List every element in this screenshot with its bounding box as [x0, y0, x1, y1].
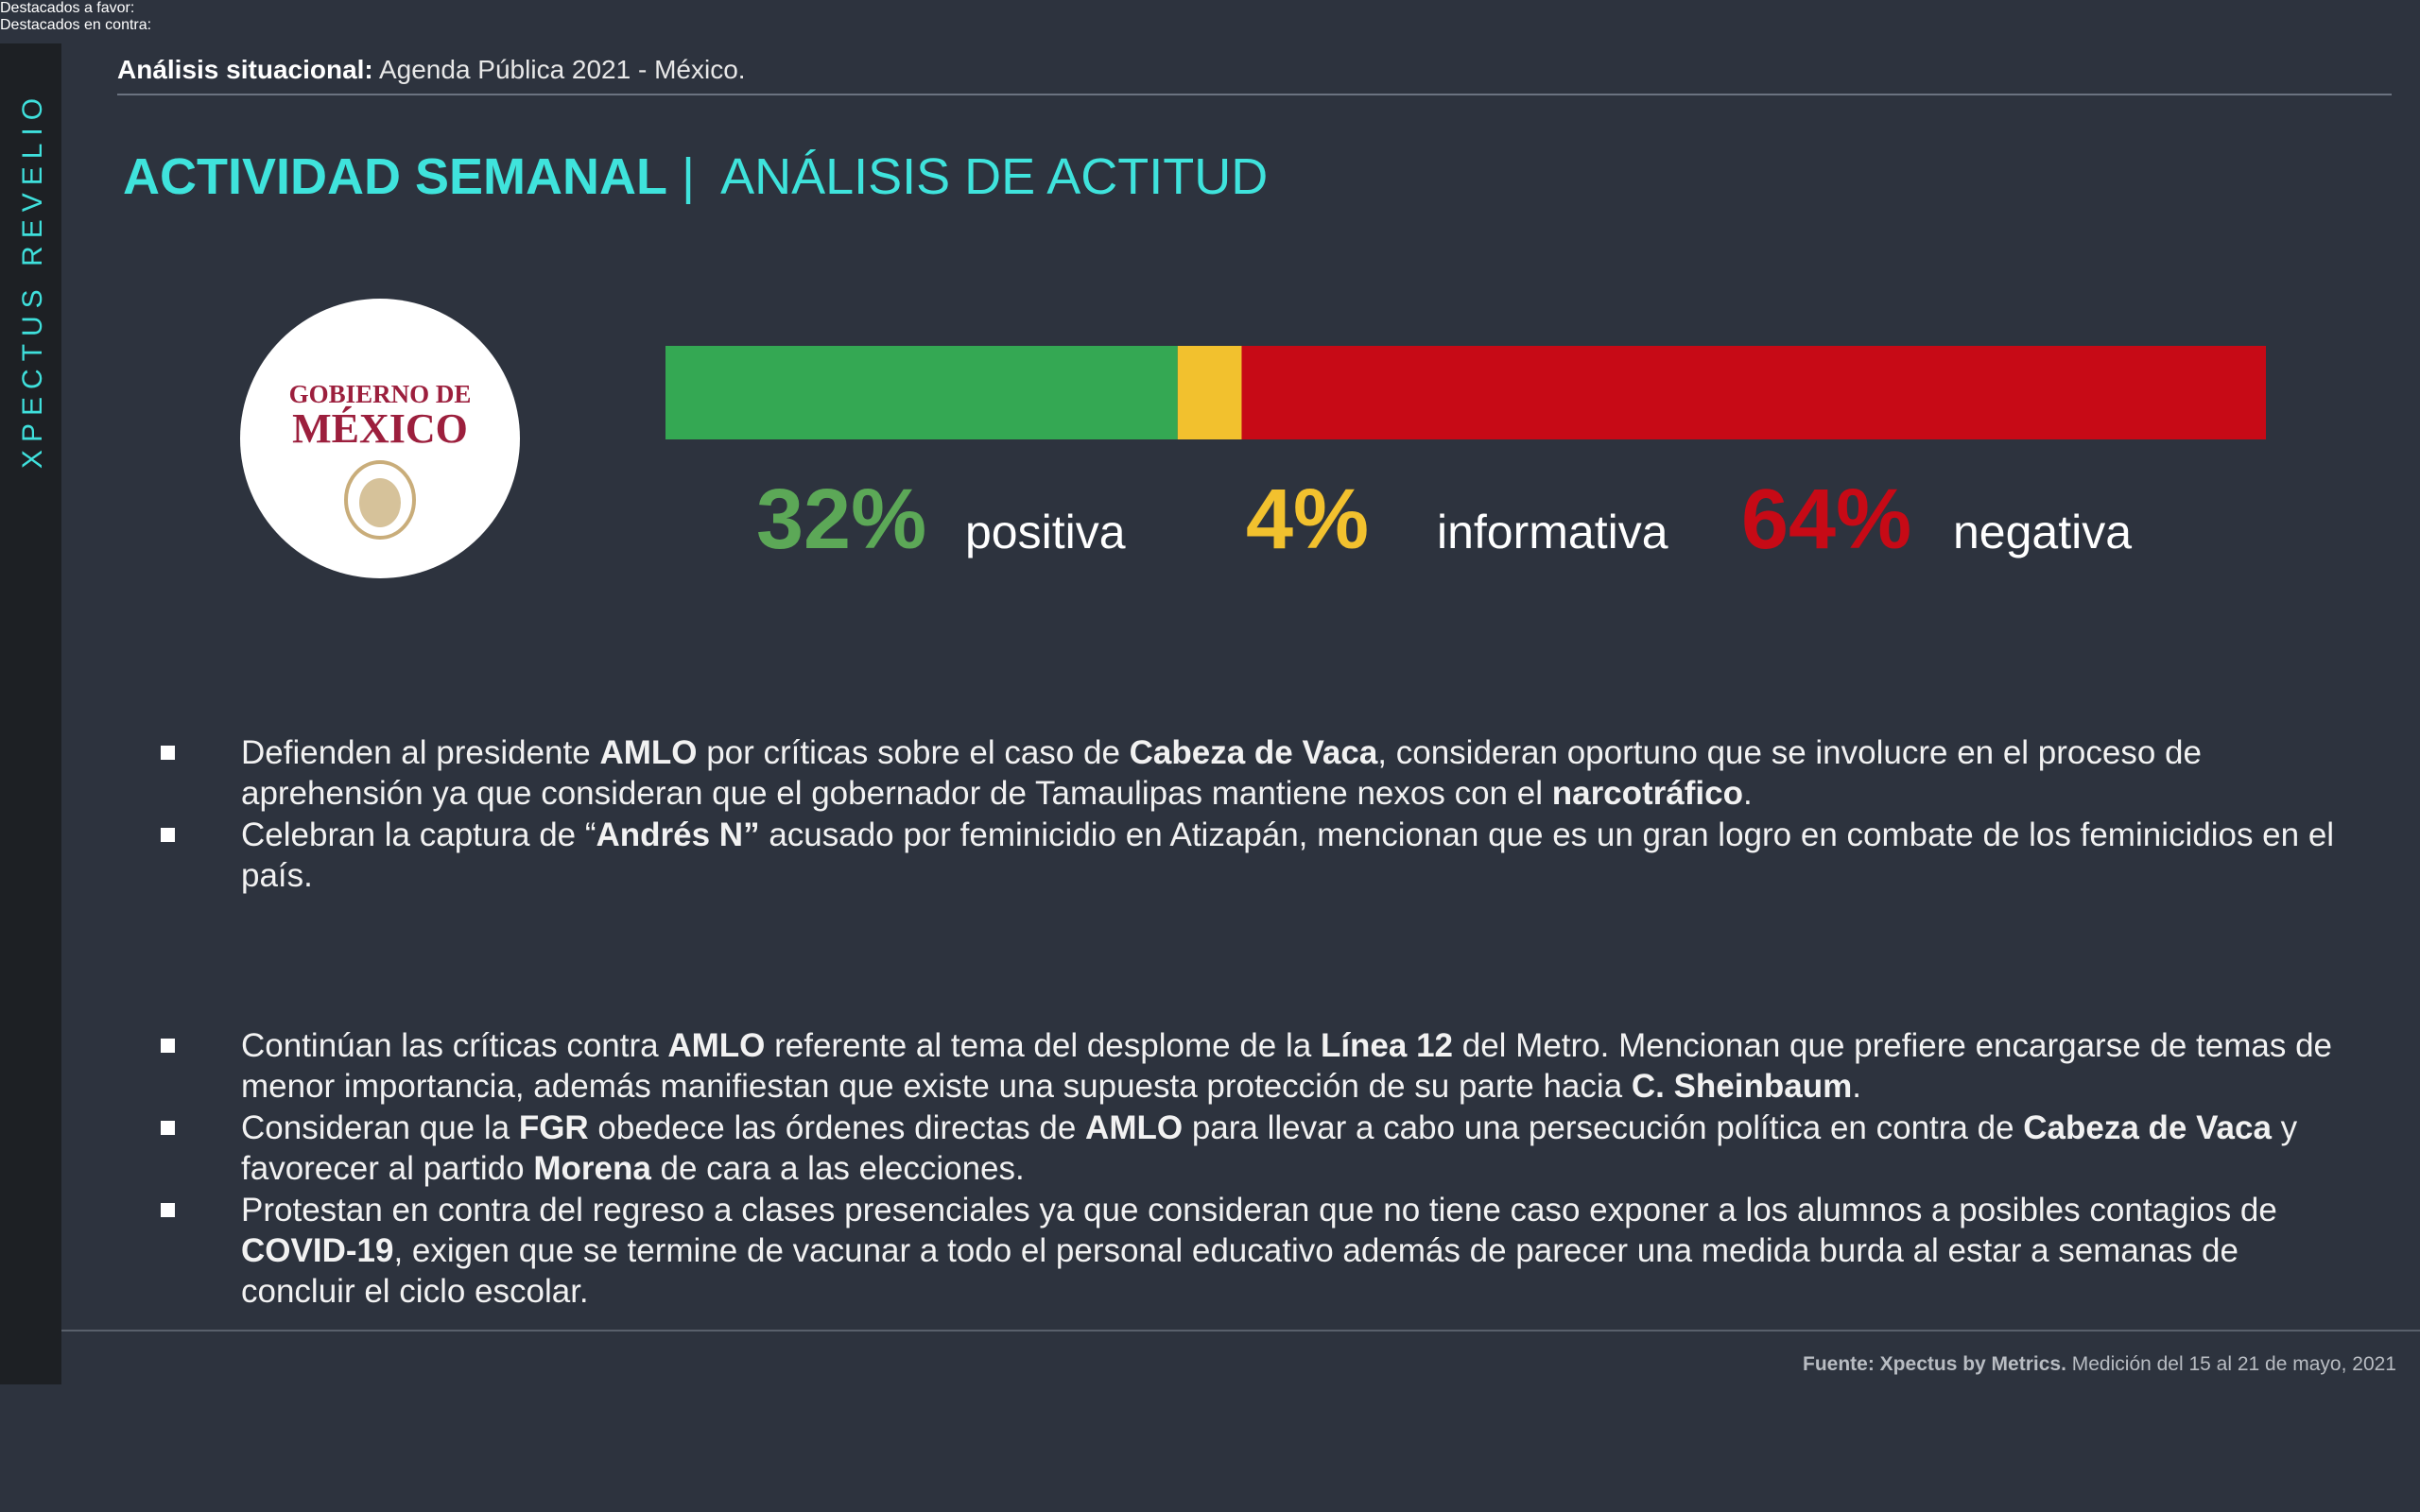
attitude-chart: 32% positiva 4% informativa 64% negativa: [666, 346, 2266, 567]
bullet-marker: [161, 1039, 175, 1053]
header-text: Agenda Pública 2021 - México.: [372, 55, 746, 84]
bar-segment: [1241, 346, 2266, 439]
bold-run: Morena: [533, 1150, 651, 1187]
text-run: Consideran que la: [241, 1109, 519, 1146]
text-run: Protestan en contra del regreso a clases…: [241, 1192, 2277, 1228]
text-run: referente al tema del desplome de la: [765, 1027, 1321, 1064]
text-run: Celebran la captura de “: [241, 816, 596, 853]
value-label: 4%: [1246, 472, 1369, 567]
bold-run: Andrés N”: [596, 816, 760, 853]
header-label: Análisis situacional:: [117, 55, 373, 84]
bullet-text: Consideran que la FGR obedece las órdene…: [241, 1108, 2359, 1189]
section-title: Destacados en contra:: [0, 17, 152, 33]
legend-label: informativa: [1437, 506, 1668, 558]
legend-label: negativa: [1953, 506, 2132, 558]
header: Análisis situacional: Agenda Pública 202…: [117, 55, 746, 85]
bold-run: AMLO: [1085, 1109, 1184, 1146]
bold-run: COVID-19: [241, 1232, 394, 1269]
bullet-marker: [161, 1203, 175, 1217]
section-title: Destacados a favor:: [0, 0, 135, 16]
sections: Destacados a favor: Defienden al presiden…: [0, 0, 2420, 1310]
text-run: , exigen que se termine de vacunar a tod…: [241, 1232, 2238, 1310]
sidebar: XPECTUS REVELIO: [0, 43, 61, 1384]
bold-run: AMLO: [667, 1027, 766, 1064]
text-run: por críticas sobre el caso de: [697, 734, 1130, 771]
bullet-text: Protestan en contra del regreso a clases…: [241, 1190, 2359, 1312]
title-separator: |: [682, 148, 696, 205]
text-run: para llevar a cabo una persecución polít…: [1183, 1109, 2024, 1146]
value-label: 32%: [756, 472, 926, 567]
text-run: Continúan las críticas contra: [241, 1027, 668, 1064]
bullet-marker: [161, 1121, 175, 1135]
bold-run: Cabeza de Vaca: [1129, 734, 1378, 771]
text-run: Defienden al presidente: [241, 734, 600, 771]
text-run: .: [1852, 1068, 1861, 1105]
title-main: ACTIVIDAD SEMANAL: [123, 148, 667, 205]
legend-label: positiva: [965, 506, 1126, 558]
bold-run: FGR: [518, 1109, 589, 1146]
header-rule: [117, 94, 2392, 95]
text-run: obedece las órdenes directas de: [588, 1109, 1086, 1146]
bold-run: Línea 12: [1320, 1027, 1454, 1064]
bullet-text: Defienden al presidente AMLO por crítica…: [241, 732, 2359, 814]
value-label: 64%: [1741, 472, 1911, 567]
footer: Fuente: Xpectus by Metrics. Medición del…: [1803, 1353, 2396, 1376]
text-run: de cara a las elecciones.: [650, 1150, 1025, 1187]
bar-segment: [666, 346, 1178, 439]
bullet-text: Celebran la captura de “Andrés N” acusad…: [241, 815, 2359, 896]
bullet-marker: [161, 828, 175, 842]
footer-label: Fuente: Xpectus by Metrics.: [1803, 1353, 2066, 1375]
logo-emblem: [344, 460, 416, 540]
text-run: , consideran oportuno que se involucre e…: [241, 734, 2202, 812]
bold-run: AMLO: [599, 734, 698, 771]
text-run: y favorecer al partido: [241, 1109, 2298, 1187]
text-run: .: [1743, 775, 1753, 812]
text-run: del Metro. Mencionan que prefiere encarg…: [241, 1027, 2333, 1105]
title: ACTIVIDAD SEMANAL | ANÁLISIS DE ACTITUD: [123, 147, 1268, 206]
footer-text: Medición del 15 al 21 de mayo, 2021: [2066, 1353, 2396, 1375]
logo: GOBIERNO DE MÉXICO: [240, 299, 520, 578]
footer-rule: [61, 1330, 2420, 1332]
bar-segment: [1177, 346, 1242, 439]
title-sub: ANÁLISIS DE ACTITUD: [720, 148, 1269, 205]
logo-line1: GOBIERNO DE: [288, 380, 472, 408]
bullet-marker: [161, 746, 175, 760]
logo-line2: MÉXICO: [292, 405, 468, 452]
bullet-text: Continúan las críticas contra AMLO refer…: [241, 1025, 2359, 1107]
bold-run: Cabeza de Vaca: [2023, 1109, 2272, 1146]
text-run: acusado por feminicidio en Atizapán, men…: [241, 816, 2335, 894]
bold-run: C. Sheinbaum: [1631, 1068, 1853, 1105]
bold-run: narcotráfico: [1551, 775, 1743, 812]
